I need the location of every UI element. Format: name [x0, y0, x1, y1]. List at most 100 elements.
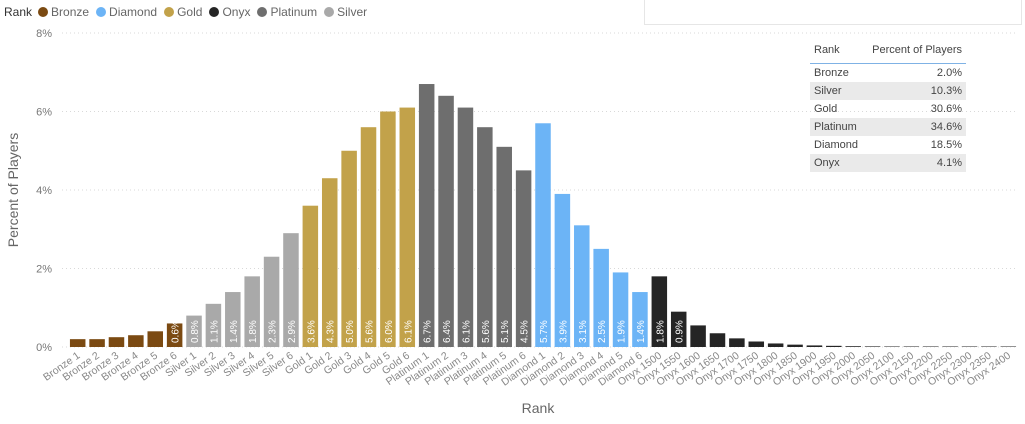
legend-label: Silver — [337, 5, 368, 19]
bar[interactable] — [554, 193, 571, 347]
table-row: Diamond 18.5% — [810, 136, 966, 154]
bars — [69, 84, 1017, 348]
data-label: 6.7% — [423, 320, 434, 343]
bar[interactable] — [787, 344, 803, 347]
bar[interactable] — [205, 303, 222, 347]
bar[interactable] — [418, 84, 435, 348]
bar[interactable] — [69, 339, 86, 347]
bar[interactable] — [380, 111, 396, 348]
bar[interactable] — [729, 338, 745, 347]
y-tick-label: 0% — [36, 342, 52, 354]
bar[interactable] — [166, 323, 183, 347]
bar[interactable] — [244, 276, 260, 347]
bar[interactable] — [186, 315, 202, 347]
bar[interactable] — [283, 233, 299, 347]
y-tick-label: 8% — [36, 28, 52, 40]
cell-percent: 2.0% — [936, 67, 962, 79]
legend-item-gold[interactable]: Gold — [164, 5, 202, 19]
data-label: 5.6% — [365, 320, 376, 343]
visual-frame — [644, 0, 1022, 25]
bar[interactable] — [535, 123, 551, 348]
data-label: 6.4% — [442, 320, 453, 343]
cell-rank: Bronze — [814, 67, 849, 79]
header-percent[interactable]: Percent of Players — [864, 40, 966, 64]
bar[interactable] — [864, 346, 881, 347]
legend-item-diamond[interactable]: Diamond — [96, 5, 157, 19]
bar[interactable] — [806, 345, 823, 347]
bar[interactable] — [981, 346, 997, 348]
table-row: Bronze 2.0% — [810, 64, 966, 83]
header-rank[interactable]: Rank — [810, 40, 865, 64]
legend-label: Onyx — [222, 5, 251, 19]
bar[interactable] — [884, 346, 900, 348]
bar[interactable] — [438, 95, 454, 347]
bar[interactable] — [748, 341, 765, 347]
bar[interactable] — [1000, 346, 1017, 348]
bar[interactable] — [89, 339, 105, 347]
data-label: 0.8% — [190, 320, 201, 343]
bar[interactable] — [225, 292, 241, 347]
cell-rank: Silver — [810, 82, 865, 100]
summary-table: Rank Percent of Players Bronze 2.0% Silve… — [810, 40, 966, 172]
bar[interactable] — [108, 337, 125, 347]
bar[interactable] — [147, 331, 163, 347]
bar[interactable] — [128, 335, 144, 347]
bar[interactable] — [593, 248, 609, 347]
bar[interactable] — [496, 146, 512, 347]
legend-title: Rank — [4, 5, 33, 19]
chart-legend: Rank Bronze Diamond Gold Onyx Platinum S… — [4, 2, 374, 22]
bar[interactable] — [651, 276, 668, 347]
bar[interactable] — [612, 272, 629, 347]
cell-percent: 30.6% — [930, 103, 962, 115]
legend-swatch — [257, 7, 268, 17]
bar[interactable] — [341, 150, 357, 347]
data-label: 1.8% — [248, 320, 259, 343]
bar[interactable] — [826, 345, 842, 347]
data-label: 4.5% — [520, 320, 531, 343]
bar[interactable] — [477, 127, 493, 347]
legend-label: Platinum — [270, 5, 318, 19]
bar[interactable] — [923, 346, 939, 348]
legend-swatch — [209, 7, 220, 17]
legend-item-platinum[interactable]: Platinum — [257, 5, 317, 19]
data-label: 1.8% — [655, 320, 666, 343]
bar[interactable] — [574, 225, 590, 347]
bar[interactable] — [515, 170, 532, 347]
bar[interactable] — [961, 346, 978, 348]
bar[interactable] — [690, 325, 706, 347]
bar[interactable] — [263, 256, 280, 347]
bar[interactable] — [845, 346, 861, 347]
bar[interactable] — [709, 333, 726, 347]
legend-item-silver[interactable]: Silver — [324, 5, 367, 19]
bar[interactable] — [903, 346, 920, 348]
legend-swatch — [38, 7, 49, 17]
legend-item-onyx[interactable]: Onyx — [209, 5, 250, 19]
data-labels: 0.6% 0.8% 1.1% 1.4% 1.8% 2.3% 2.9% 3.6% 4.3% 5.0%… — [171, 320, 686, 343]
data-label: 0.6% — [171, 320, 182, 343]
bar[interactable] — [321, 178, 338, 347]
bar[interactable] — [632, 292, 648, 347]
data-label: 4.3% — [326, 320, 337, 343]
table-row: Platinum 34.6% — [810, 118, 966, 136]
data-label: 1.1% — [209, 320, 220, 343]
bar[interactable] — [457, 107, 474, 347]
bar[interactable] — [670, 311, 687, 347]
bar[interactable] — [360, 127, 377, 347]
legend-swatch — [164, 7, 175, 17]
legend-swatch — [324, 7, 335, 17]
bar[interactable] — [942, 346, 958, 348]
legend-swatch — [96, 7, 107, 17]
cell-rank: Onyx — [810, 154, 865, 172]
table-header-row: Rank Percent of Players — [810, 40, 966, 64]
legend-item-bronze[interactable]: Bronze — [38, 5, 89, 19]
x-axis-label: Rank — [522, 400, 556, 416]
y-axis-label: Percent of Players — [5, 133, 21, 247]
bar[interactable] — [302, 205, 319, 347]
bar[interactable] — [767, 343, 784, 347]
data-label: 1.4% — [229, 320, 240, 343]
cell-rank: Diamond — [814, 139, 859, 151]
table-row: Gold 30.6% — [810, 100, 966, 118]
bar[interactable] — [399, 107, 416, 347]
